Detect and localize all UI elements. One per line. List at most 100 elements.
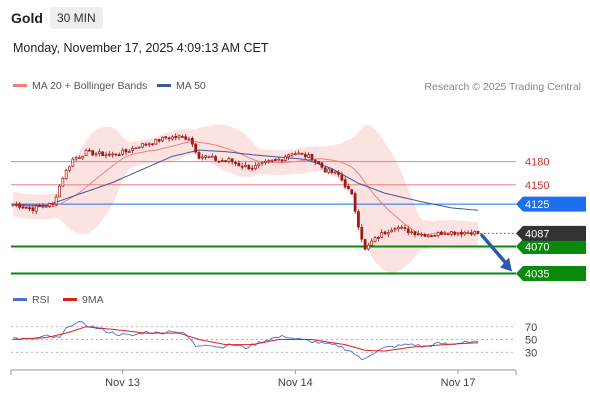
candle-body	[220, 160, 224, 162]
candle-body	[94, 153, 98, 156]
candle-body	[257, 163, 261, 166]
candle	[463, 230, 467, 236]
ma20-legend-label: MA 20 + Bollinger Bands	[32, 80, 148, 92]
legend-rsi-ma: 9MA	[63, 294, 104, 306]
candle-body	[21, 206, 25, 209]
candle-body	[456, 232, 460, 235]
rsi-ma-legend-label: 9MA	[82, 294, 104, 306]
candle-body	[234, 162, 237, 164]
candle	[264, 159, 267, 165]
candle-body	[287, 154, 291, 158]
candle	[127, 149, 131, 153]
candle	[104, 151, 108, 159]
x-tick-label: Nov 14	[278, 377, 313, 389]
moving-averages	[12, 141, 479, 236]
candle	[161, 136, 164, 143]
candle	[51, 201, 55, 207]
candle	[154, 138, 158, 145]
candle	[91, 149, 95, 157]
candle-body	[58, 185, 61, 198]
candle	[41, 202, 45, 209]
candle-body	[410, 231, 413, 234]
candle	[416, 230, 420, 236]
candle	[443, 230, 447, 236]
forecast-arrow-shaft	[480, 233, 509, 267]
candle-body	[144, 143, 148, 146]
candle-body	[433, 234, 437, 237]
candle-body	[114, 153, 118, 156]
candle	[187, 136, 191, 141]
candle-body	[303, 154, 307, 158]
level-tag-4035	[516, 265, 586, 281]
x-tick-label: Nov 13	[105, 377, 140, 389]
candle-body	[373, 237, 377, 242]
candle	[300, 152, 304, 155]
candle-body	[283, 156, 287, 161]
candle-body	[237, 162, 241, 167]
candle-body	[227, 158, 231, 162]
candle-body	[390, 229, 394, 233]
candle	[14, 201, 18, 208]
candle-body	[320, 162, 324, 168]
level-tag-4125	[516, 196, 586, 212]
candle	[181, 134, 184, 138]
candle	[177, 134, 181, 140]
candle-body	[197, 152, 201, 159]
candle-body	[121, 149, 124, 155]
candle-body	[48, 202, 51, 207]
candle	[277, 157, 281, 161]
candle-body	[134, 147, 138, 150]
candle-body	[290, 153, 294, 156]
candle	[11, 203, 15, 207]
candle-body	[164, 136, 168, 139]
candle	[157, 138, 161, 143]
candle	[164, 136, 168, 140]
candle	[141, 142, 144, 149]
candle-body	[28, 207, 31, 210]
candle	[456, 232, 460, 237]
candle	[18, 201, 22, 210]
candle-body	[396, 227, 400, 230]
candle-body	[363, 239, 367, 250]
candle-body	[38, 204, 41, 207]
candle-body	[403, 227, 407, 229]
candle-body	[187, 138, 191, 141]
candle-body	[293, 153, 297, 156]
candle-body	[117, 154, 121, 157]
candle	[207, 155, 211, 159]
candle	[44, 204, 48, 208]
candle-body	[214, 156, 217, 161]
candle	[323, 165, 327, 173]
candle-body	[337, 172, 340, 175]
rsi-ma-swatch	[63, 297, 77, 301]
candle-body	[466, 232, 470, 234]
candle-body	[111, 153, 115, 156]
candle-body	[247, 165, 251, 170]
candle	[24, 206, 28, 209]
candle	[413, 231, 417, 238]
candle	[254, 162, 257, 171]
candle-body	[171, 136, 174, 140]
candle-body	[450, 231, 453, 235]
candle-body	[194, 143, 198, 153]
candle	[38, 203, 41, 207]
candle-body	[327, 168, 330, 173]
candle	[270, 159, 274, 163]
candle	[257, 162, 261, 169]
candle	[151, 143, 154, 146]
timeframe-badge[interactable]: 30 MIN	[50, 7, 103, 29]
candle-body	[376, 237, 380, 239]
candle	[353, 191, 357, 215]
candle	[293, 151, 297, 156]
candle	[144, 142, 148, 147]
candle	[131, 145, 134, 154]
candle-body	[274, 159, 277, 161]
candle	[197, 150, 201, 160]
level-label-4180: 4180	[525, 157, 549, 169]
candle-body	[200, 156, 204, 159]
candle	[347, 183, 350, 190]
current-price-tag	[516, 225, 586, 241]
candle-body	[333, 171, 337, 174]
candle-body	[181, 136, 184, 138]
